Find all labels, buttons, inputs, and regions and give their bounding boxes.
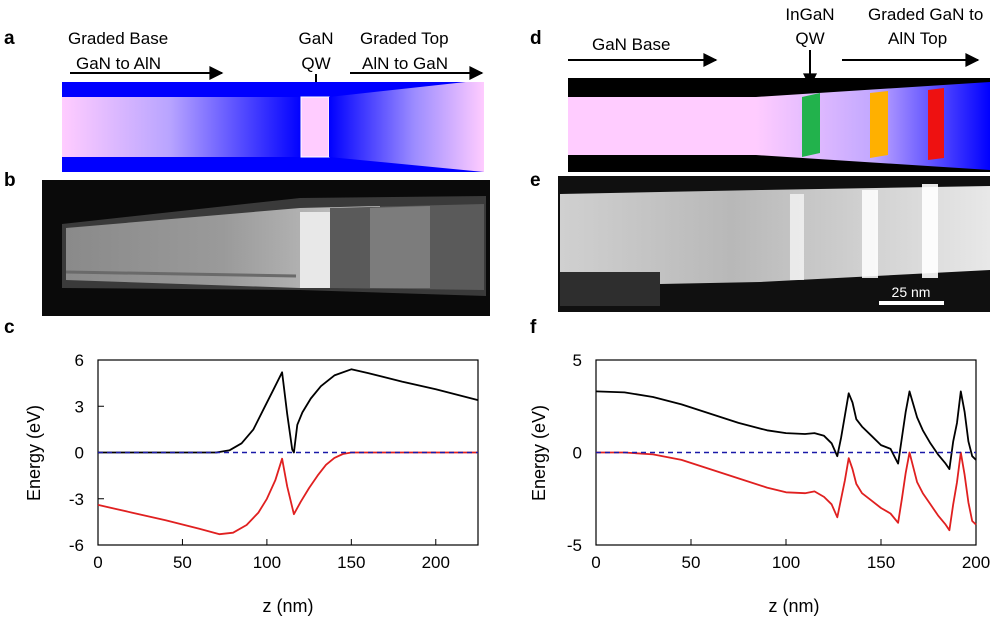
right-top-label-line2: AlN Top bbox=[888, 29, 947, 48]
chart-c-ytick-label-2: 0 bbox=[75, 444, 84, 463]
chart-c-xtick-label-0: 0 bbox=[93, 553, 102, 572]
panel-label-d: d bbox=[530, 28, 542, 49]
chart-f-ytick-label-2: 5 bbox=[573, 351, 582, 370]
right-gan-base-core bbox=[568, 97, 756, 155]
chart-c-xtick-label-2: 100 bbox=[253, 553, 281, 572]
chart-c-xtick-label-3: 150 bbox=[337, 553, 365, 572]
left-qw-label-line2: QW bbox=[301, 54, 330, 73]
right-qw-red bbox=[928, 88, 944, 160]
panel-label-e: e bbox=[530, 170, 541, 191]
left-graded-base-core bbox=[62, 97, 302, 157]
left-base-label-line1: Graded Base bbox=[68, 29, 168, 48]
chart-f-ylabel: Energy (eV) bbox=[529, 405, 549, 501]
left-top-label-line2: AlN to GaN bbox=[362, 54, 448, 73]
right-qw-orange bbox=[870, 91, 888, 158]
panel-label-a: a bbox=[4, 28, 15, 49]
left-graded-top-core bbox=[329, 80, 484, 172]
panel-label-c: c bbox=[4, 317, 15, 338]
chart-c-ytick-label-0: -6 bbox=[69, 536, 84, 555]
left-top-edge bbox=[329, 80, 484, 82]
chart-f-series-valence-band bbox=[596, 451, 977, 532]
chart-c-ytick-label-4: 6 bbox=[75, 351, 84, 370]
right-qw-label-line2: QW bbox=[795, 29, 824, 48]
schematic-left: Graded Base GaN to AlN GaN QW Graded Top… bbox=[62, 29, 484, 172]
panel-label-f: f bbox=[530, 317, 537, 338]
chart-f-xtick-label-2: 100 bbox=[772, 553, 800, 572]
left-qw-label-line1: GaN bbox=[299, 29, 334, 48]
left-gan-qw bbox=[300, 96, 330, 158]
chart-f-xtick-label-1: 50 bbox=[682, 553, 701, 572]
chart-c-series-conduction-band bbox=[98, 368, 479, 454]
band-diagram-c: Energy (eV) z (nm) 0 50 100 150 200 -6 -3 0 3 6 bbox=[24, 351, 479, 616]
chart-c-ytick-label-3: 3 bbox=[75, 397, 84, 416]
left-base-label-line2: GaN to AlN bbox=[76, 54, 161, 73]
tem-image-left bbox=[42, 180, 490, 316]
chart-c-xtick-label-1: 50 bbox=[173, 553, 192, 572]
chart-f-xtick-label-4: 200 bbox=[962, 553, 990, 572]
panel-label-b: b bbox=[4, 170, 16, 191]
chart-f-xtick-label-3: 150 bbox=[867, 553, 895, 572]
chart-c-xlabel: z (nm) bbox=[263, 596, 314, 616]
band-diagram-f: Energy (eV) z (nm) 0 50 100 150 200 -5 0 5 bbox=[529, 351, 990, 616]
schematic-right: GaN Base InGaN QW Graded GaN to AlN Top bbox=[568, 5, 990, 172]
right-qw-green bbox=[802, 93, 820, 157]
right-qw-label-line1: InGaN bbox=[785, 5, 834, 24]
tem-image-right: 25 nm bbox=[558, 176, 990, 312]
chart-c-ylabel: Energy (eV) bbox=[24, 405, 44, 501]
chart-f-xtick-label-0: 0 bbox=[591, 553, 600, 572]
chart-f-ytick-label-0: -5 bbox=[567, 536, 582, 555]
chart-f-xlabel: z (nm) bbox=[769, 596, 820, 616]
chart-f-ytick-label-1: 0 bbox=[573, 444, 582, 463]
chart-f-series-conduction-band bbox=[595, 390, 977, 471]
right-base-label: GaN Base bbox=[592, 35, 670, 54]
chart-c-ytick-label-1: -3 bbox=[69, 490, 84, 509]
chart-c-series-valence-band bbox=[97, 451, 478, 536]
left-top-label-line1: Graded Top bbox=[360, 29, 449, 48]
right-top-label-line1: Graded GaN to bbox=[868, 5, 983, 24]
chart-c-xtick-label-4: 200 bbox=[422, 553, 450, 572]
scale-bar-label: 25 nm bbox=[892, 284, 931, 300]
